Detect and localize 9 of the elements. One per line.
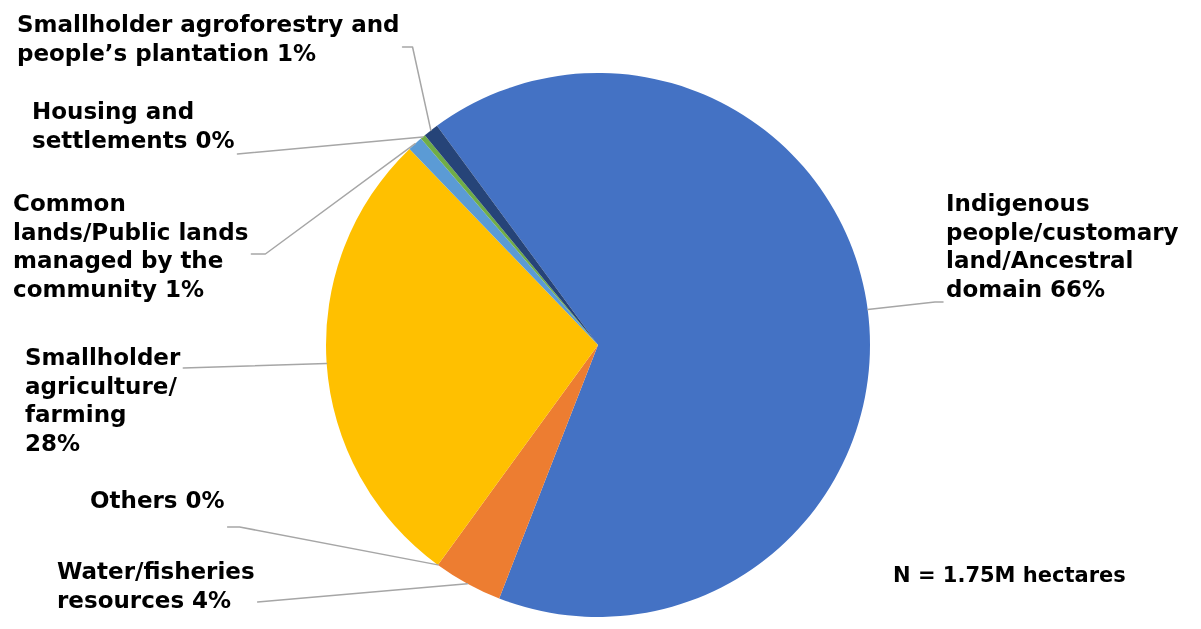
category-label: Others 0% — [90, 487, 225, 514]
slice-label: Water/fisheries resources 4% — [57, 558, 255, 613]
text: N = 1.75M hectares — [893, 562, 1126, 587]
slice-label: Housing and settlements 0% — [32, 98, 235, 153]
data-label: 28% — [25, 429, 81, 456]
slice-label: Common lands/Public lands managed by the community 1% — [13, 190, 249, 302]
slice-label: Smallholder agriculture/farming — [25, 344, 181, 428]
slice-label: Indigenous people/customary land/Ancestral domain 66% — [946, 190, 1179, 302]
slice-label: Smallholder agroforestry and people’s plantation 1% — [17, 11, 400, 66]
